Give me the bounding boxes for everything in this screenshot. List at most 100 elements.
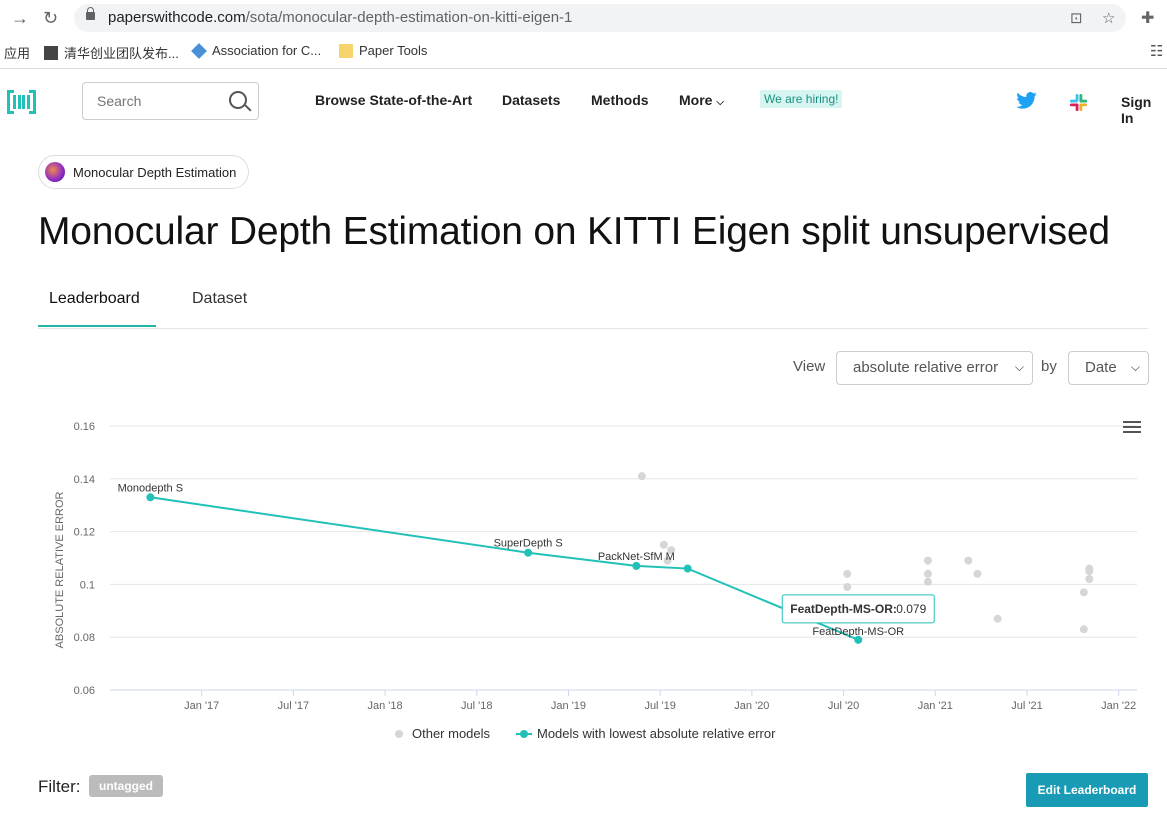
bookmark-tsinghua[interactable]: 清华创业团队发布... — [44, 43, 179, 62]
other-model-point — [973, 569, 982, 578]
task-thumbnail-icon — [45, 162, 65, 182]
tab-leaderboard[interactable]: Leaderboard — [49, 290, 140, 307]
star-icon[interactable]: ☆ — [1102, 10, 1116, 27]
metric-select[interactable]: absolute relative error ⌵ — [836, 351, 1033, 385]
x-tick-label: Jan '19 — [551, 700, 586, 712]
bookmarks-bar: 应用 清华创业团队发布... Association for C... Pape… — [0, 38, 1167, 66]
y-tick-label: 0.12 — [74, 527, 95, 539]
x-tick-label: Jul '17 — [278, 700, 309, 712]
sota-point — [524, 548, 533, 557]
other-model-point — [1085, 567, 1094, 576]
bookmark-favicon-icon — [44, 45, 58, 60]
other-model-point — [964, 556, 973, 565]
progress-chart: 0.16 0.14 0.12 0.1 0.08 0.06 Jan '17 Jul '17 Jan… — [54, 421, 1137, 741]
other-model-point — [1085, 575, 1094, 584]
legend-label-other: Other models — [412, 726, 491, 741]
tooltip-value: 0.079 — [896, 602, 926, 616]
y-tick-label: 0.08 — [74, 632, 95, 644]
legend-marker-other — [395, 730, 403, 738]
x-tick-label: Jul '18 — [461, 700, 492, 712]
folder-icon — [339, 43, 353, 58]
bookmark-acm[interactable]: Association for C... — [191, 42, 321, 59]
y-tick-label: 0.16 — [74, 421, 95, 433]
chevron-down-icon: ⌵ — [1130, 360, 1140, 374]
sota-point — [683, 564, 692, 573]
sota-point — [146, 493, 155, 502]
translate-icon[interactable]: ⊡ — [1070, 10, 1083, 27]
other-model-point — [843, 569, 852, 578]
x-tick-label: Jan '17 — [184, 700, 219, 712]
twitter-icon[interactable] — [1016, 92, 1037, 109]
task-chip-label: Monocular Depth Estimation — [73, 164, 237, 180]
other-model-point — [923, 577, 932, 586]
data-label: FeatDepth-MS-OR — [812, 626, 904, 638]
x-tick-label: Jul '19 — [644, 700, 675, 712]
url-host: paperswithcode.com — [108, 9, 246, 26]
slack-icon[interactable] — [1069, 93, 1088, 112]
paperswithcode-logo-icon[interactable] — [7, 90, 36, 114]
address-bar[interactable]: paperswithcode.com/sota/monocular-depth-… — [74, 4, 1126, 32]
filter-tag-untagged[interactable]: untagged — [89, 775, 163, 797]
chevron-down-icon: ⌵ — [716, 97, 724, 108]
search-box — [82, 82, 259, 120]
legend-marker-sota — [520, 730, 528, 738]
tab-bar: Leaderboard Dataset — [38, 282, 1148, 329]
other-model-point — [667, 546, 676, 555]
by-label: by — [1041, 358, 1057, 375]
sota-point — [632, 561, 641, 570]
page-title: Monocular Depth Estimation on KITTI Eige… — [38, 210, 1110, 253]
x-tick-label: Jul '21 — [1011, 700, 1042, 712]
chevron-down-icon: ⌵ — [1014, 360, 1024, 374]
y-tick-label: 0.06 — [74, 685, 95, 697]
other-model-point — [1079, 625, 1088, 634]
search-icon[interactable] — [229, 91, 247, 109]
nav-datasets[interactable]: Datasets — [502, 92, 561, 108]
browser-toolbar: → ↻ paperswithcode.com/sota/monocular-de… — [0, 0, 1167, 36]
filter-label: Filter: — [38, 777, 81, 796]
lock-icon — [86, 7, 95, 20]
other-model-point — [663, 556, 672, 565]
other-model-point — [993, 614, 1002, 623]
nav-browse-sota[interactable]: Browse State-of-the-Art — [315, 92, 473, 108]
nav-more[interactable]: More ⌵ — [679, 92, 724, 108]
view-label: View — [793, 358, 826, 375]
other-model-point — [843, 583, 852, 592]
tooltip-box — [781, 594, 935, 624]
bookmark-favicon-icon — [191, 42, 207, 59]
y-tick-label: 0.1 — [80, 579, 95, 591]
active-tab-indicator — [38, 325, 156, 327]
extensions-icon[interactable]: ✚ — [1141, 10, 1155, 27]
data-label: SuperDepth S — [494, 538, 563, 550]
url-path: /sota/monocular-depth-estimation-on-kitt… — [245, 9, 573, 26]
x-tick-label: Jan '21 — [918, 700, 953, 712]
hiring-badge[interactable]: We are hiring! — [760, 90, 843, 108]
data-label: Monodepth S — [118, 482, 183, 494]
tooltip-name: FeatDepth-MS-OR: — [790, 602, 897, 616]
data-label: PackNet-SfM M — [598, 551, 675, 563]
reload-icon[interactable]: ↻ — [43, 8, 59, 28]
legend-label-sota: Models with lowest absolute relative err… — [537, 726, 776, 741]
search-input[interactable] — [95, 92, 219, 110]
bookmark-folder-paper-tools[interactable]: Paper Tools — [339, 43, 427, 58]
edit-leaderboard-button[interactable]: Edit Leaderboard — [1026, 773, 1148, 807]
sort-select[interactable]: Date ⌵ — [1068, 351, 1149, 385]
bookmark-apps[interactable]: 应用 — [4, 46, 31, 61]
y-axis-label: ABSOLUTE RELATIVE ERROR — [54, 491, 66, 648]
x-tick-label: Jan '18 — [368, 700, 403, 712]
task-chip[interactable]: Monocular Depth Estimation — [38, 155, 250, 189]
nav-methods[interactable]: Methods — [591, 92, 649, 108]
other-model-point — [659, 540, 668, 549]
tab-dataset[interactable]: Dataset — [192, 290, 248, 307]
other-model-point — [1079, 588, 1088, 597]
chart-menu-icon[interactable] — [1123, 421, 1141, 436]
y-tick-label: 0.14 — [74, 474, 95, 486]
other-model-point — [923, 556, 932, 565]
divider — [0, 68, 1167, 69]
forward-arrow-icon[interactable]: → — [11, 8, 29, 28]
other-model-point — [637, 472, 646, 481]
reading-list-icon[interactable]: ☷ — [1150, 43, 1164, 60]
sign-in-link[interactable]: Sign In — [1121, 94, 1152, 126]
x-tick-label: Jan '22 — [1101, 700, 1136, 712]
x-tick-label: Jan '20 — [734, 700, 769, 712]
sota-line — [150, 496, 859, 641]
